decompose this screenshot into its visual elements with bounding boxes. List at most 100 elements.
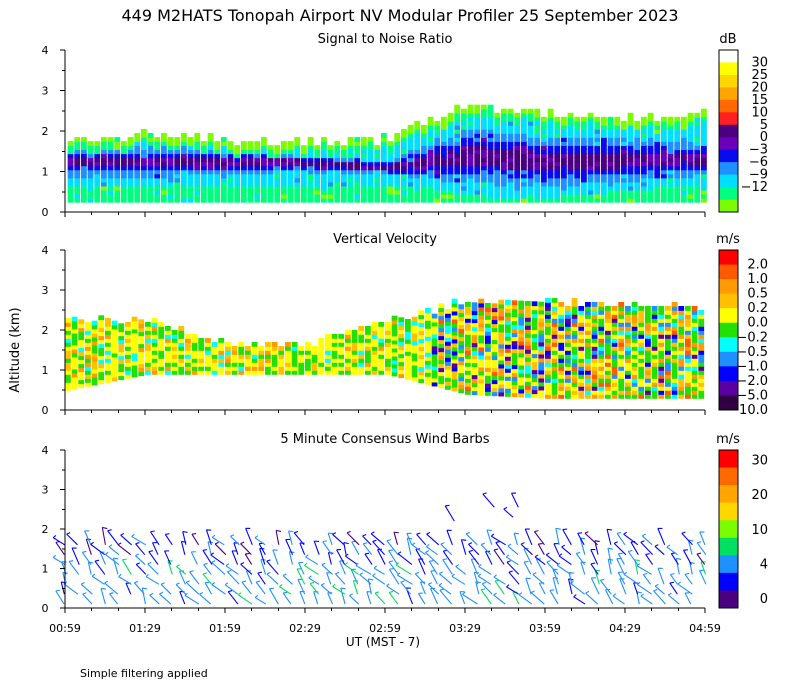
snr-cell	[687, 189, 694, 195]
velocity-cell	[78, 359, 85, 365]
velocity-cell	[538, 393, 545, 399]
snr-cell	[127, 149, 134, 155]
velocity-cell	[585, 354, 591, 359]
wind-barb-shaft	[493, 549, 505, 565]
velocity-cell	[678, 310, 685, 315]
snr-cell	[494, 189, 501, 195]
velocity-cell	[618, 366, 625, 371]
snr-cell	[307, 157, 314, 163]
wind-barb	[580, 561, 586, 575]
wind-barb	[518, 592, 533, 605]
snr-cell	[134, 149, 141, 155]
wind-barb-shaft	[282, 575, 293, 585]
snr-cell	[314, 169, 321, 175]
velocity-cell	[691, 382, 698, 387]
velocity-cell	[658, 310, 665, 315]
velocity-cell	[431, 365, 438, 371]
velocity-cell	[118, 347, 125, 353]
velocity-cell	[185, 362, 191, 367]
snr-cell	[554, 197, 561, 203]
wind-barb-shaft	[561, 546, 572, 556]
snr-cell	[481, 120, 487, 126]
snr-cell	[527, 112, 534, 118]
velocity-cell	[438, 311, 445, 317]
velocity-cell	[638, 346, 645, 351]
snr-cell	[661, 189, 667, 195]
velocity-cell	[565, 306, 571, 311]
snr-cell	[221, 197, 227, 203]
velocity-cell	[198, 350, 205, 355]
velocity-cell	[518, 308, 525, 314]
velocity-cell	[425, 364, 431, 369]
wind-barb-shaft	[189, 571, 200, 585]
velocity-cell	[251, 354, 258, 359]
wind-barb-shaft	[416, 533, 427, 546]
snr-cell	[421, 197, 427, 203]
velocity-cell	[651, 390, 658, 395]
wind-barb	[426, 531, 440, 546]
snr-cell	[694, 124, 701, 130]
snr-cell	[327, 161, 334, 167]
snr-cell	[161, 161, 167, 167]
wind-barb-flag	[546, 552, 550, 556]
velocity-cell	[478, 310, 485, 316]
velocity-cell	[65, 354, 71, 359]
snr-cell	[87, 149, 94, 155]
snr-cell	[701, 181, 707, 187]
wind-barb-shaft	[535, 558, 545, 575]
snr-cell	[194, 189, 201, 195]
velocity-cell	[85, 354, 91, 359]
snr-cell	[561, 161, 567, 167]
snr-cell	[181, 173, 187, 179]
wind-barb	[145, 573, 160, 585]
velocity-cell	[691, 338, 698, 343]
velocity-cell	[618, 346, 625, 351]
velocity-cell	[525, 373, 531, 378]
snr-cell	[321, 149, 327, 155]
snr-cell	[234, 197, 241, 203]
velocity-cell	[85, 334, 91, 339]
snr-cell	[507, 165, 514, 171]
y-tick-label: 1	[42, 166, 49, 179]
snr-cell	[287, 153, 294, 159]
wind-barb	[585, 590, 599, 605]
velocity-cell	[91, 352, 98, 358]
snr-cell	[701, 133, 707, 138]
snr-cell	[361, 189, 367, 195]
velocity-cell	[685, 362, 691, 367]
velocity-cell	[118, 335, 125, 341]
velocity-cell	[525, 309, 531, 314]
snr-cell	[527, 108, 534, 114]
snr-cell	[327, 197, 334, 203]
velocity-cell	[631, 310, 638, 315]
wind-barb-flag	[332, 583, 336, 587]
velocity-cell	[178, 346, 185, 351]
colorbar-label: −9	[749, 168, 768, 183]
wind-barb-shaft	[556, 564, 571, 575]
snr-cell	[701, 124, 707, 130]
wind-barb-shaft	[689, 562, 693, 575]
velocity-cell	[445, 337, 451, 342]
snr-cell	[647, 197, 654, 203]
snr-cell	[614, 169, 621, 175]
wind-barb-flag	[416, 532, 421, 535]
snr-cell	[134, 173, 141, 179]
velocity-cell	[71, 372, 78, 378]
snr-cell	[101, 189, 107, 195]
snr-cell	[294, 173, 301, 179]
snr-cell	[467, 197, 474, 203]
wind-barb	[266, 559, 279, 575]
snr-cell	[207, 157, 214, 163]
velocity-cell	[618, 382, 625, 387]
snr-cell	[441, 116, 447, 122]
snr-cell	[701, 153, 707, 159]
velocity-cell	[71, 380, 78, 386]
velocity-cell	[658, 382, 665, 387]
wind-barb	[400, 580, 412, 595]
snr-cell	[281, 141, 287, 146]
wind-barb-shaft	[666, 546, 678, 556]
velocity-cell	[498, 359, 505, 365]
velocity-cell	[191, 338, 198, 343]
wind-barb	[160, 582, 172, 595]
wind-barb	[326, 572, 332, 585]
